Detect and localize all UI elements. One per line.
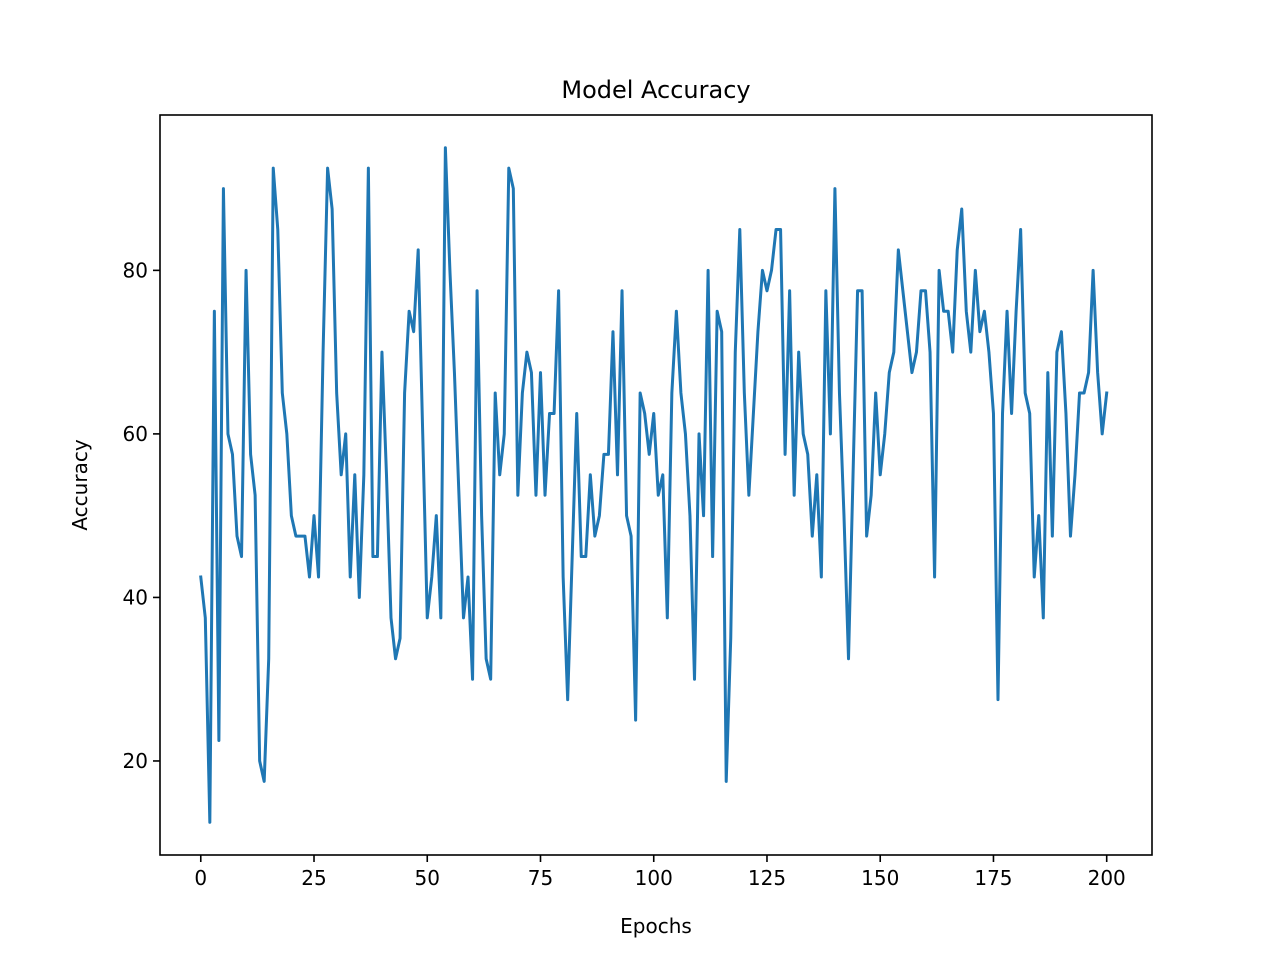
x-tick-label: 50 — [415, 866, 440, 890]
y-axis-label: Accuracy — [68, 439, 92, 530]
y-tick-label: 60 — [123, 422, 148, 446]
x-tick-label: 175 — [974, 866, 1012, 890]
x-tick-label: 75 — [528, 866, 553, 890]
plot-area — [160, 115, 1152, 855]
x-axis: 0 25 50 75 100 125 150 175 200 — [194, 855, 1126, 890]
x-tick-label: 0 — [194, 866, 207, 890]
chart-title: Model Accuracy — [561, 76, 750, 104]
x-tick-label: 125 — [748, 866, 786, 890]
y-tick-label: 20 — [123, 749, 148, 773]
x-tick-label: 100 — [635, 866, 673, 890]
x-axis-label: Epochs — [620, 914, 692, 938]
plot-frame — [159, 114, 1153, 856]
series-line-0 — [199, 146, 1109, 824]
y-axis: 20 40 60 80 — [123, 258, 160, 773]
x-tick-label: 25 — [301, 866, 326, 890]
y-tick-label: 80 — [123, 258, 148, 282]
series-layer — [199, 146, 1109, 824]
x-tick-label: 150 — [861, 866, 899, 890]
x-tick-label: 200 — [1088, 866, 1126, 890]
y-tick-label: 40 — [123, 585, 148, 609]
